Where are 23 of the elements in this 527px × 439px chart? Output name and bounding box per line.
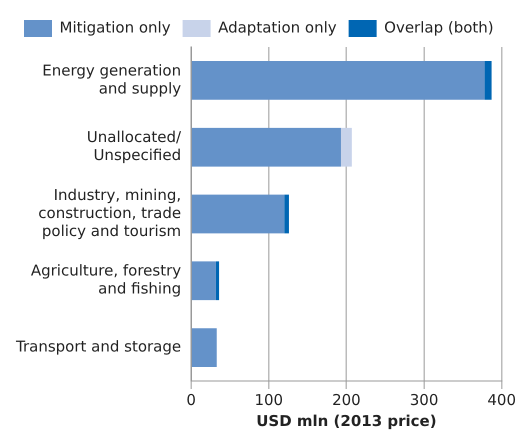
bar xyxy=(216,261,220,300)
x-tick-label: 400 xyxy=(487,390,516,409)
x-tick-label: 300 xyxy=(410,390,438,409)
x-tick-label: 200 xyxy=(332,390,361,409)
bar xyxy=(192,328,217,367)
bar xyxy=(284,194,289,234)
legend-label: Mitigation only xyxy=(60,18,171,36)
bar xyxy=(192,194,284,234)
y-tick-label: Industry, mining, construction, trade policy and tourism xyxy=(38,186,182,240)
y-tick-label: Energy generation and supply xyxy=(42,61,182,98)
bar xyxy=(340,128,352,167)
x-tick-label: 0 xyxy=(186,390,196,409)
x-tick-label: 100 xyxy=(254,390,284,409)
legend-label: Overlap (both) xyxy=(384,18,494,36)
bar xyxy=(192,61,485,100)
y-tick-label: Unallocated/ Unspecified xyxy=(86,128,182,164)
x-axis-title: USD mln (2013 price) xyxy=(256,412,437,430)
y-tick-label: Agriculture, forestry and fishing xyxy=(30,262,182,298)
legend-label: Adaptation only xyxy=(218,18,337,36)
bar xyxy=(484,61,492,100)
y-tick-label: Transport and storage xyxy=(15,337,182,356)
bar xyxy=(192,128,341,167)
bar xyxy=(192,261,216,300)
